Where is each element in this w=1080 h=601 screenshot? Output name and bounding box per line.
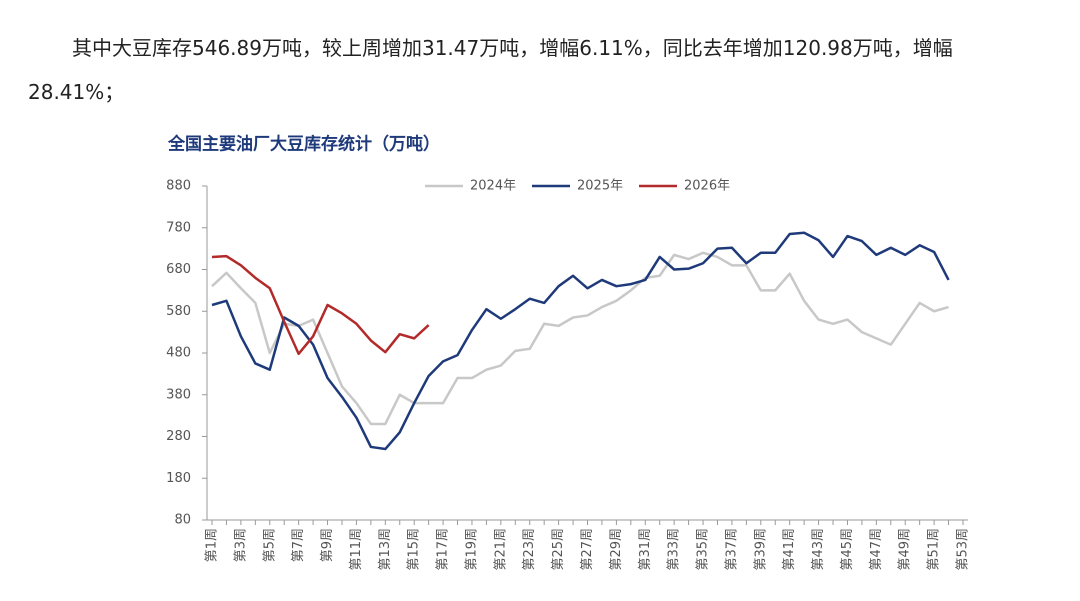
x-tick-label: 第9周 — [320, 528, 335, 562]
y-tick-label: 680 — [166, 262, 191, 277]
x-tick-label: 第47周 — [869, 528, 884, 571]
x-tick-label: 第25周 — [551, 528, 566, 571]
y-tick-label: 280 — [166, 429, 191, 444]
x-tick-label: 第31周 — [638, 528, 653, 571]
x-tick-label: 第27周 — [580, 528, 595, 571]
series-line — [211, 251, 949, 426]
y-tick-label: 580 — [166, 304, 191, 319]
x-tick-label: 第5周 — [262, 528, 277, 562]
chart-title: 全国主要油厂大豆库存统计（万吨） — [167, 134, 440, 155]
x-tick-label: 第43周 — [811, 528, 826, 571]
x-tick-label: 第21周 — [493, 528, 508, 571]
x-tick-label: 第19周 — [464, 528, 479, 571]
x-tick-label: 第13周 — [378, 528, 393, 571]
x-tick-label: 第15周 — [407, 528, 422, 571]
y-tick-label: 80 — [174, 513, 191, 528]
x-tick-label: 第51周 — [927, 528, 942, 571]
x-tick-label: 第39周 — [753, 528, 768, 571]
y-tick-label: 780 — [166, 220, 191, 235]
x-tick-label: 第29周 — [609, 528, 624, 571]
paragraph: 其中大豆库存546.89万吨，较上周增加31.47万吨，增幅6.11%，同比去年… — [28, 36, 953, 104]
series-line — [211, 254, 430, 356]
x-tick-label: 第7周 — [291, 528, 306, 562]
y-tick-label: 180 — [166, 471, 191, 486]
x-tick-label: 第23周 — [522, 528, 537, 571]
x-tick-label: 第35周 — [696, 528, 711, 571]
x-tick-label: 第53周 — [956, 528, 971, 571]
y-tick-label: 480 — [166, 346, 191, 361]
x-tick-label: 第33周 — [667, 528, 682, 571]
x-tick-label: 第17周 — [436, 528, 451, 571]
y-tick-label: 880 — [166, 179, 191, 194]
x-tick-label: 第1周 — [205, 528, 220, 562]
legend-label: 2026年 — [684, 179, 730, 194]
x-tick-label: 第3周 — [233, 528, 248, 562]
x-tick-label: 第11周 — [349, 528, 364, 571]
legend-label: 2025年 — [577, 179, 623, 194]
series-line — [211, 231, 950, 451]
x-tick-label: 第45周 — [840, 528, 855, 571]
legend-label: 2024年 — [470, 179, 516, 194]
y-tick-label: 380 — [166, 387, 191, 402]
x-tick-label: 第37周 — [724, 528, 739, 571]
x-tick-label: 第49周 — [898, 528, 913, 571]
x-tick-label: 第41周 — [782, 528, 797, 571]
